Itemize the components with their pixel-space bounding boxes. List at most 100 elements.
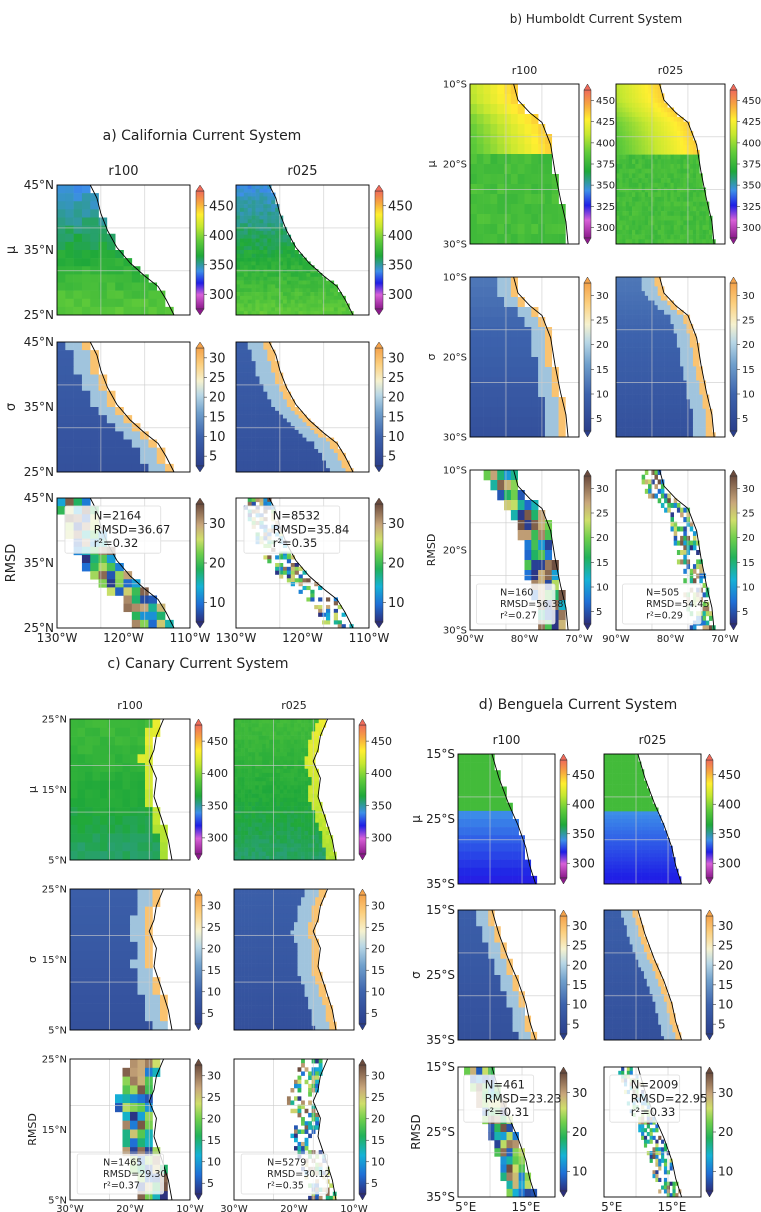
grid-cell (90, 233, 99, 243)
grid-cell (272, 719, 277, 724)
grid-cell (275, 204, 280, 209)
grid-cell (632, 281, 636, 287)
grid-cell (689, 375, 694, 381)
grid-cell (322, 303, 327, 308)
grid-cell (657, 206, 662, 212)
grid-cell (544, 530, 553, 541)
grid-cell (297, 719, 302, 724)
grid-cell (267, 257, 272, 262)
grid-cell (654, 389, 658, 395)
panel-frame (469, 276, 580, 438)
grid-cell (517, 397, 525, 408)
grid-cell (616, 145, 620, 151)
grid-cell (286, 731, 291, 736)
grid-cell (635, 277, 639, 283)
grid-cell (234, 768, 238, 774)
grid-cell (673, 116, 678, 122)
grid-cell (648, 394, 652, 400)
grid-cell (628, 135, 633, 141)
grid-cell (315, 719, 320, 724)
grid-cell (644, 149, 649, 155)
grid-cell (263, 242, 268, 247)
grid-cell (90, 366, 99, 375)
grid-cell (654, 408, 658, 414)
grid-cell (673, 427, 678, 433)
grid-cell (616, 366, 620, 372)
grid-cell (692, 535, 697, 541)
grid-cell (314, 605, 319, 610)
grid-cell (686, 512, 691, 518)
grid-cell (648, 102, 652, 108)
grid-cell (275, 246, 280, 251)
colorbar-extend-bottom (374, 621, 384, 629)
grid-cell (676, 215, 681, 221)
grid-cell (298, 468, 303, 473)
grid-cell (283, 797, 288, 803)
grid-cell (325, 307, 331, 312)
grid-cell (263, 253, 268, 258)
grid-cell (267, 242, 272, 247)
grid-cell (244, 727, 249, 732)
grid-cell (333, 460, 339, 465)
grid-cell (635, 371, 639, 377)
grid-cell (657, 116, 662, 122)
grid-cell (243, 433, 249, 438)
grid-cell (244, 723, 249, 728)
grid-cell (248, 752, 252, 757)
grid-cell (315, 727, 320, 732)
grid-cell (657, 149, 662, 155)
grid-cell (524, 164, 532, 175)
grid-cell (696, 361, 700, 367)
grid-cell (644, 488, 649, 494)
grid-cell (644, 98, 649, 104)
grid-cell (239, 215, 245, 220)
grid-cell (272, 781, 277, 786)
grid-cell (625, 154, 630, 160)
grid-cell (476, 214, 484, 225)
grid-cell (638, 399, 642, 405)
grid-cell (106, 258, 116, 267)
grid-cell (638, 135, 642, 141)
panel-frame (235, 341, 370, 473)
grid-cell (236, 242, 241, 247)
grid-cell (664, 507, 668, 513)
grid-cell (651, 371, 655, 377)
grid-cell (73, 463, 83, 473)
grid-cell (255, 752, 260, 757)
grid-cell (651, 196, 655, 202)
grid-cell (644, 84, 649, 90)
grid-cell (314, 303, 319, 308)
grid-cell (243, 357, 249, 362)
grid-cell (490, 287, 498, 298)
grid-cell (271, 468, 276, 473)
grid-cell (619, 432, 623, 438)
grid-cell (673, 168, 678, 174)
grid-cell (258, 743, 263, 749)
grid-cell (271, 368, 276, 373)
grid-cell (664, 352, 668, 358)
grid-cell (625, 319, 630, 325)
grid-cell (267, 227, 272, 232)
grid-cell (641, 168, 646, 174)
grid-cell (628, 154, 633, 160)
grid-cell (311, 739, 316, 745)
grid-cell (616, 239, 620, 245)
grid-cell (259, 223, 264, 228)
grid-cell (625, 291, 630, 297)
grid-cell (271, 391, 276, 396)
grid-cell (65, 233, 74, 243)
column-header: r025 (287, 164, 317, 179)
grid-cell (255, 276, 260, 281)
grid-cell (686, 375, 691, 381)
grid-cell (310, 429, 315, 435)
grid-cell (632, 206, 636, 212)
grid-cell (641, 309, 646, 315)
grid-cell (517, 234, 525, 245)
grid-cell (648, 88, 652, 94)
grid-cell (680, 389, 684, 395)
grid-cell (638, 361, 642, 367)
grid-cell (290, 582, 295, 587)
grid-cell (65, 447, 74, 457)
grid-cell (263, 211, 268, 216)
grid-cell (692, 192, 697, 198)
